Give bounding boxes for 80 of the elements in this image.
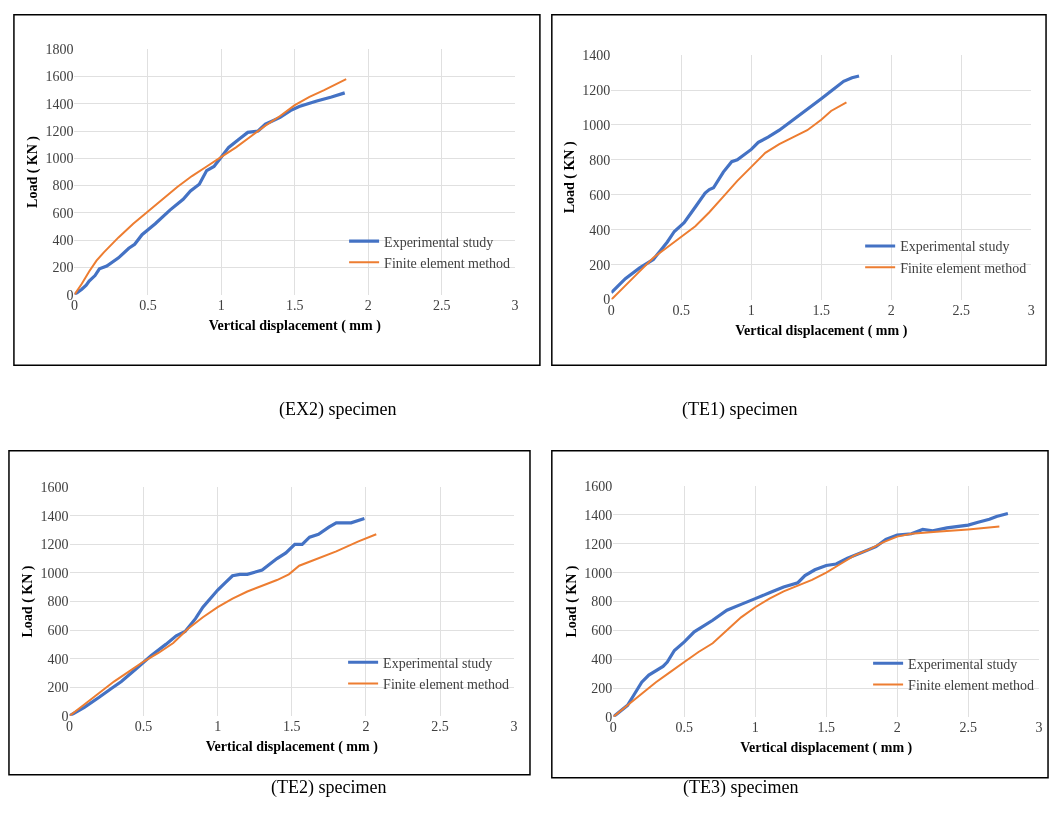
- text: (TE3) specimen: [683, 777, 799, 798]
- line-series: [611, 74, 861, 295]
- x-tick-label: 0.5: [675, 719, 694, 735]
- y-tick-label: 200: [591, 680, 613, 696]
- y-tick-label: 1400: [40, 508, 69, 524]
- x-tick-label: 2.5: [959, 719, 977, 735]
- y-axis-title: Load ( KN ): [20, 565, 37, 638]
- x-tick-label: 3: [511, 297, 519, 313]
- legend-label: Finite element method: [383, 676, 510, 692]
- y-tick-label: 0: [61, 708, 69, 724]
- x-tick-label: 2.5: [431, 718, 449, 734]
- y-tick-label: 1400: [582, 48, 611, 64]
- y-tick-label: 400: [47, 651, 69, 667]
- y-tick-label: 1000: [40, 565, 69, 581]
- legend-label: Finite element method: [900, 260, 1027, 276]
- x-tick-label: 1: [217, 297, 225, 313]
- line-series: [611, 101, 848, 300]
- x-tick-label: 2: [362, 718, 370, 734]
- y-tick-label: 400: [52, 233, 74, 249]
- x-tick-label: 2.5: [952, 302, 970, 318]
- x-tick-label: 1: [751, 719, 759, 735]
- y-tick-label: 1800: [45, 42, 74, 58]
- y-tick-label: 800: [589, 152, 611, 168]
- y-tick-label: 200: [52, 260, 74, 276]
- y-tick-label: 1000: [584, 565, 613, 581]
- y-axis-title: Load ( KN ): [563, 565, 580, 638]
- x-tick-label: 2.5: [432, 297, 451, 313]
- y-tick-label: 1600: [40, 480, 69, 496]
- y-tick-label: 600: [47, 622, 69, 638]
- x-axis-title: Vertical displacement ( mm ): [208, 317, 382, 334]
- x-tick-label: 1: [214, 718, 222, 734]
- y-tick-label: 1000: [45, 151, 74, 167]
- y-tick-label: 1400: [45, 96, 74, 112]
- y-tick-label: 200: [589, 257, 611, 273]
- x-tick-label: 1.5: [812, 302, 831, 318]
- x-tick-label: 1.5: [283, 718, 301, 734]
- y-tick-label: 200: [47, 680, 69, 696]
- legend-label: Experimental study: [384, 234, 494, 250]
- y-tick-label: 1200: [40, 537, 69, 553]
- text: (EX2) specimen: [279, 399, 397, 420]
- y-tick-label: 800: [52, 178, 74, 194]
- x-tick-label: 2: [364, 297, 372, 313]
- x-tick-label: 1.5: [286, 297, 304, 313]
- y-axis-title: Load ( KN ): [561, 141, 578, 214]
- y-tick-label: 800: [591, 594, 613, 610]
- y-axis-title: Load ( KN ): [25, 135, 42, 208]
- y-tick-label: 1600: [584, 479, 613, 495]
- text: (TE2) specimen: [271, 777, 387, 798]
- x-tick-label: 3: [1027, 302, 1035, 318]
- y-tick-label: 1200: [582, 82, 611, 98]
- x-tick-label: 3: [510, 718, 518, 734]
- y-tick-label: 600: [52, 205, 74, 221]
- y-tick-label: 600: [591, 623, 613, 639]
- x-tick-label: 3: [1035, 719, 1043, 735]
- x-tick-label: 0.5: [672, 302, 691, 318]
- y-tick-label: 1000: [582, 117, 611, 133]
- legend-label: Finite element method: [384, 255, 511, 271]
- y-tick-label: 1200: [45, 123, 74, 139]
- y-tick-label: 1600: [45, 69, 74, 85]
- y-tick-label: 1400: [584, 507, 613, 523]
- y-tick-label: 0: [66, 287, 74, 303]
- y-tick-label: 400: [589, 222, 611, 238]
- y-tick-label: 800: [47, 594, 69, 610]
- legend-label: Experimental study: [383, 655, 493, 671]
- legend-label: Experimental study: [900, 239, 1010, 255]
- x-tick-label: 1: [747, 302, 755, 318]
- x-tick-label: 2: [893, 719, 901, 735]
- x-tick-label: 2: [887, 302, 895, 318]
- x-axis-title: Vertical displacement ( mm ): [740, 740, 913, 757]
- y-tick-label: 600: [589, 187, 611, 203]
- x-tick-label: 0.5: [139, 297, 157, 313]
- legend-label: Experimental study: [908, 656, 1018, 672]
- legend-label: Finite element method: [908, 677, 1035, 693]
- x-axis-title: Vertical displacement ( mm ): [205, 739, 379, 756]
- y-tick-label: 1200: [584, 536, 613, 552]
- text: (TE1) specimen: [682, 399, 798, 420]
- y-tick-label: 400: [591, 652, 613, 668]
- x-tick-label: 1.5: [817, 719, 835, 735]
- x-tick-label: 0.5: [134, 718, 153, 734]
- x-axis-title: Vertical displacement ( mm ): [735, 322, 908, 339]
